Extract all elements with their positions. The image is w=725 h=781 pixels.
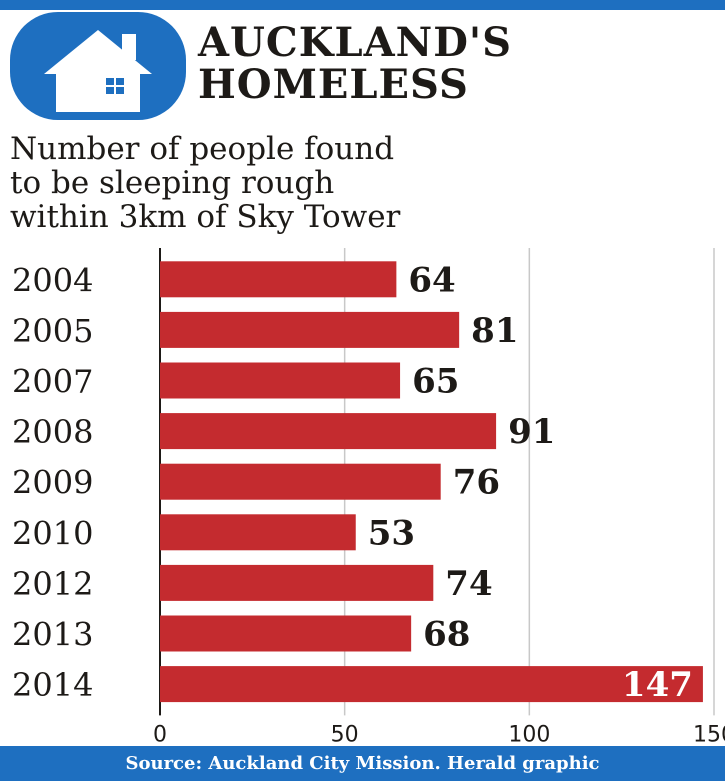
source-footer: Source: Auckland City Mission. Herald gr…	[0, 746, 725, 781]
value-label: 91	[508, 412, 555, 452]
value-label: 74	[445, 564, 492, 604]
value-label: 147	[622, 665, 693, 705]
category-label: 2008	[12, 413, 93, 451]
bar-chart: 2004 64 2005 81 2007 65 2008 91 2009 76 2010 53 2012…	[12, 248, 725, 746]
bar	[160, 615, 412, 652]
bar	[160, 261, 397, 298]
bar	[160, 311, 460, 348]
bar	[160, 413, 497, 450]
category-label: 2012	[12, 565, 93, 603]
bar	[160, 362, 401, 399]
x-tick-label: 50	[331, 722, 359, 746]
value-label: 68	[423, 615, 470, 655]
bar	[160, 564, 434, 601]
top-accent-bar	[0, 0, 725, 10]
bar	[160, 463, 441, 500]
house-icon-body	[56, 70, 140, 112]
value-label: 64	[408, 260, 455, 300]
value-label: 65	[412, 362, 459, 402]
house-icon-roof	[44, 30, 152, 74]
source-text: Source: Auckland City Mission. Herald gr…	[125, 753, 600, 774]
chart-subtitle: Number of people found to be sleeping ro…	[10, 132, 700, 234]
title-line-1: AUCKLAND'S	[198, 19, 513, 66]
title-line-2: HOMELESS	[198, 61, 469, 108]
bar	[160, 514, 356, 551]
category-label: 2005	[12, 312, 93, 350]
x-tick-label: 100	[508, 722, 550, 746]
category-label: 2004	[12, 261, 93, 299]
page-title: AUCKLAND'S HOMELESS	[198, 22, 512, 106]
category-label: 2010	[12, 514, 93, 552]
category-label: 2007	[12, 363, 93, 401]
value-label: 81	[471, 311, 518, 351]
subtitle-line-2: to be sleeping rough	[10, 165, 335, 201]
category-label: 2009	[12, 464, 93, 502]
bar	[160, 666, 703, 703]
x-tick-label: 150	[693, 722, 725, 746]
category-label: 2014	[12, 666, 93, 704]
house-icon	[10, 12, 186, 120]
category-label: 2013	[12, 616, 93, 654]
house-icon-chimney	[122, 34, 136, 60]
value-label: 53	[368, 513, 415, 553]
x-tick-label: 0	[153, 722, 167, 746]
subtitle-line-3: within 3km of Sky Tower	[10, 199, 401, 235]
value-label: 76	[453, 463, 500, 503]
subtitle-line-1: Number of people found	[10, 131, 395, 167]
